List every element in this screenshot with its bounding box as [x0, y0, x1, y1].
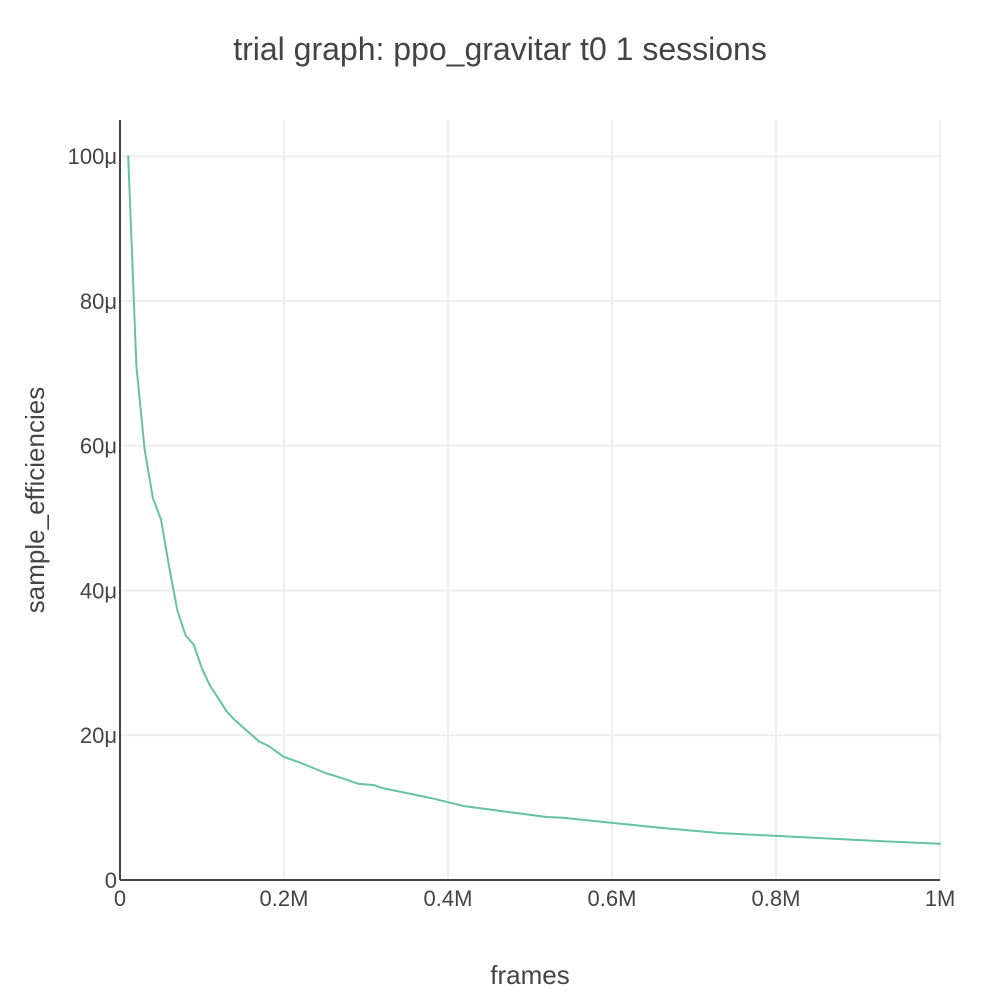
y-tick-label-4: 80μ	[80, 289, 117, 314]
chart-title: trial graph: ppo_gravitar t0 1 sessions	[233, 31, 767, 67]
y-tick-label-5: 100μ	[68, 144, 117, 169]
y-tick-label-2: 40μ	[80, 578, 117, 603]
series-layer	[127, 155, 941, 845]
x-tick-label-2: 0.4M	[424, 886, 473, 911]
x-axis-label: frames	[490, 960, 569, 990]
series-line-0	[127, 155, 941, 845]
x-tick-label-1: 0.2M	[260, 886, 309, 911]
tick-layer: 0 0.2M 0.4M 0.6M 0.8M 1M 0 20μ 40μ 60μ 80μ 100μ	[68, 144, 956, 911]
y-tick-label-0: 0	[105, 868, 117, 893]
x-tick-label-0: 0	[114, 886, 126, 911]
y-tick-label-1: 20μ	[80, 723, 117, 748]
grid-layer	[120, 120, 941, 880]
x-tick-label-3: 0.6M	[588, 886, 637, 911]
axis-layer	[119, 120, 940, 881]
y-axis-label: sample_efficiencies	[20, 387, 50, 613]
x-tick-label-5: 1M	[925, 886, 956, 911]
y-tick-label-3: 60μ	[80, 434, 117, 459]
x-tick-label-4: 0.8M	[752, 886, 801, 911]
